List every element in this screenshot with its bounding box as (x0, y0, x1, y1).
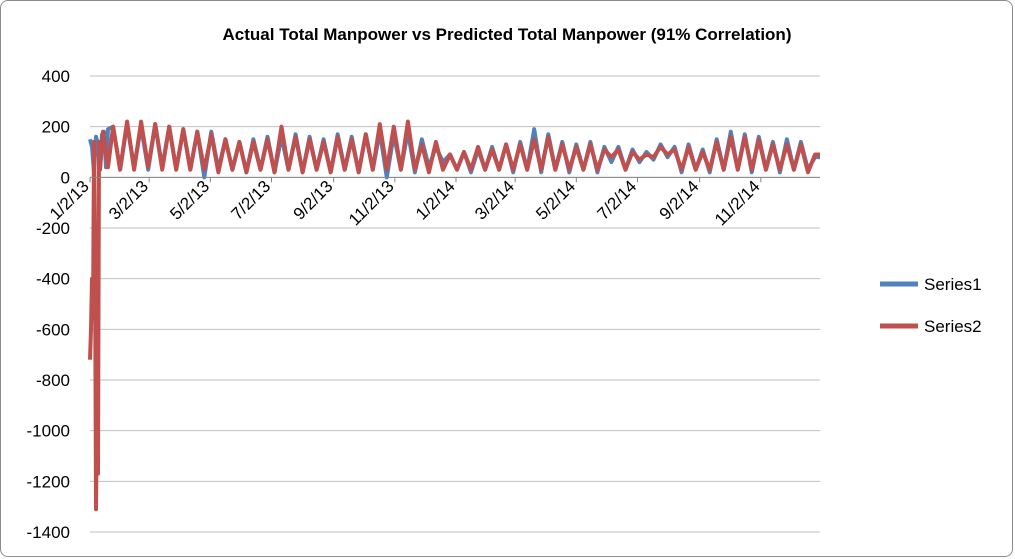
legend-label: Series1 (924, 275, 982, 294)
x-tick-label: 11/2/14 (711, 177, 764, 230)
x-tick-label: 9/2/14 (656, 177, 703, 224)
y-axis-ticks: 400 200 0 -200 -400 -600 -800 -1000 -1200 -1400 (27, 67, 70, 542)
y-tick-label: -800 (36, 371, 70, 390)
x-tick-label: 7/2/14 (593, 177, 640, 224)
x-tick-label: 5/2/13 (166, 177, 213, 224)
y-tick-label: -1000 (27, 422, 70, 441)
x-tick-label: 3/2/14 (471, 177, 518, 224)
x-axis: 1/2/13 3/2/13 5/2/13 7/2/13 9/2/13 11/2/13 1/2… (46, 177, 820, 230)
y-tick-label: -600 (36, 320, 70, 339)
chart-title: Actual Total Manpower vs Predicted Total… (223, 25, 792, 44)
y-tick-label: 400 (42, 67, 70, 86)
x-tick-label: 7/2/13 (227, 177, 274, 224)
y-tick-label: 0 (61, 168, 70, 187)
legend: Series1 Series2 (880, 275, 982, 336)
x-tick-label: 1/2/14 (412, 177, 459, 224)
x-tick-label: 9/2/13 (290, 177, 337, 224)
legend-label: Series2 (924, 317, 982, 336)
y-tick-label: -1400 (27, 523, 70, 542)
y-tick-label: -200 (36, 219, 70, 238)
gridlines (90, 75, 820, 533)
x-tick-label: 3/2/13 (105, 177, 152, 224)
series-lines (88, 119, 820, 512)
x-tick-label: 5/2/14 (532, 177, 579, 224)
x-tick-label: 11/2/13 (345, 177, 398, 230)
y-tick-label: 200 (42, 118, 70, 137)
y-tick-label: -1200 (27, 472, 70, 491)
y-tick-label: -400 (36, 270, 70, 289)
series-line-series2 (88, 119, 820, 512)
